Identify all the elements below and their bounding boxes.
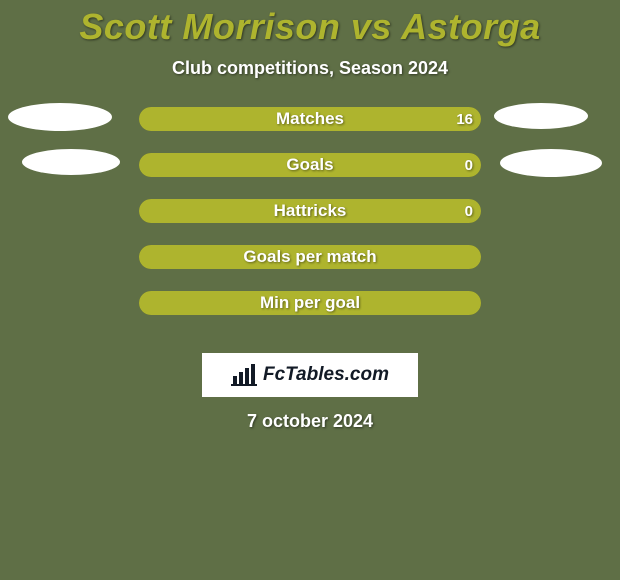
- left-ellipse: [8, 103, 112, 131]
- right-ellipse: [494, 103, 588, 129]
- bar-fill: [139, 153, 481, 177]
- footer-date: 7 october 2024: [0, 411, 620, 432]
- stat-row: Hattricks0: [0, 199, 620, 245]
- bar-track: [139, 107, 481, 131]
- right-ellipse: [500, 149, 602, 177]
- page-title: Scott Morrison vs Astorga: [0, 0, 620, 48]
- bar-fill: [139, 107, 481, 131]
- bar-track: [139, 153, 481, 177]
- stat-rows: Matches16Goals0Hattricks0Goals per match…: [0, 107, 620, 337]
- bar-track: [139, 291, 481, 315]
- comparison-infographic: Scott Morrison vs Astorga Club competiti…: [0, 0, 620, 580]
- bar-fill: [139, 245, 481, 269]
- brand-box: FcTables.com: [202, 353, 418, 397]
- bar-chart-icon: [231, 364, 257, 386]
- page-subtitle: Club competitions, Season 2024: [0, 58, 620, 79]
- bar-track: [139, 199, 481, 223]
- stat-row: Min per goal: [0, 291, 620, 337]
- stat-row: Goals per match: [0, 245, 620, 291]
- left-ellipse: [22, 149, 120, 175]
- bar-track: [139, 245, 481, 269]
- brand-text: FcTables.com: [263, 364, 389, 386]
- stat-row: Goals0: [0, 153, 620, 199]
- stat-row: Matches16: [0, 107, 620, 153]
- bar-fill: [139, 291, 481, 315]
- bar-fill: [139, 199, 481, 223]
